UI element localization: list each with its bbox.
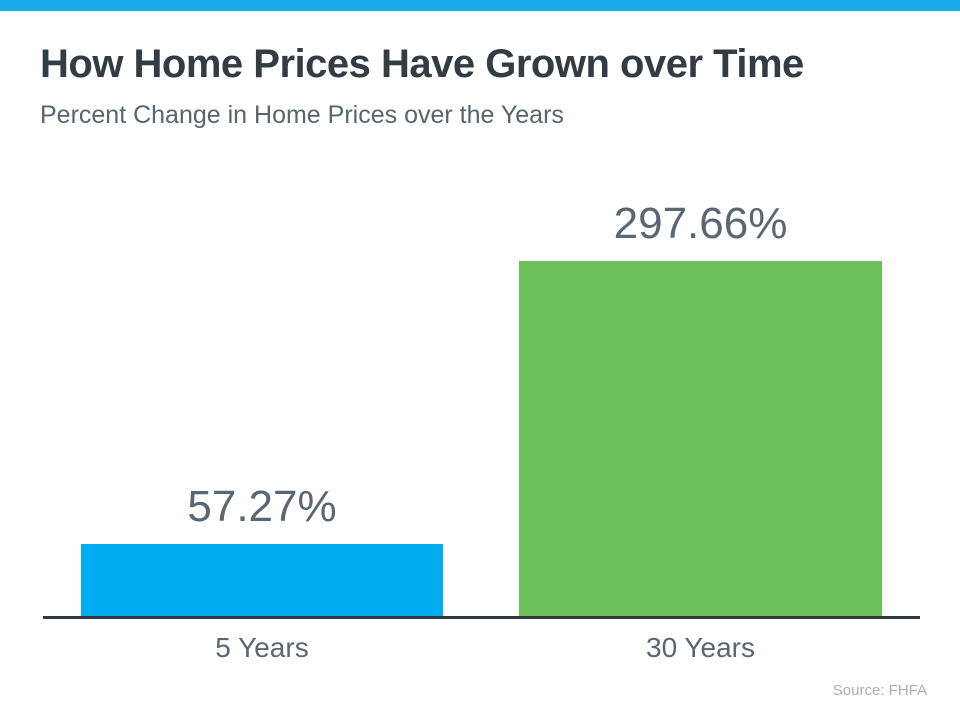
bar-5-years: [81, 544, 443, 616]
bar-30-years: [519, 261, 882, 616]
x-axis-line: [43, 616, 920, 619]
page-title: How Home Prices Have Grown over Time: [40, 42, 804, 86]
value-label-5-years: 57.27%: [187, 481, 337, 531]
source-attribution: Source: FHFA: [832, 682, 927, 699]
bar-group-30-years: 297.66%: [519, 198, 882, 616]
value-label-30-years: 297.66%: [613, 198, 788, 248]
top-accent-bar: [0, 0, 960, 11]
x-axis-label-30-years: 30 Years: [646, 632, 755, 663]
bar-group-5-years: 57.27%: [81, 481, 443, 616]
x-axis-label-5-years: 5 Years: [215, 632, 309, 663]
page-subtitle: Percent Change in Home Prices over the Y…: [40, 101, 564, 129]
